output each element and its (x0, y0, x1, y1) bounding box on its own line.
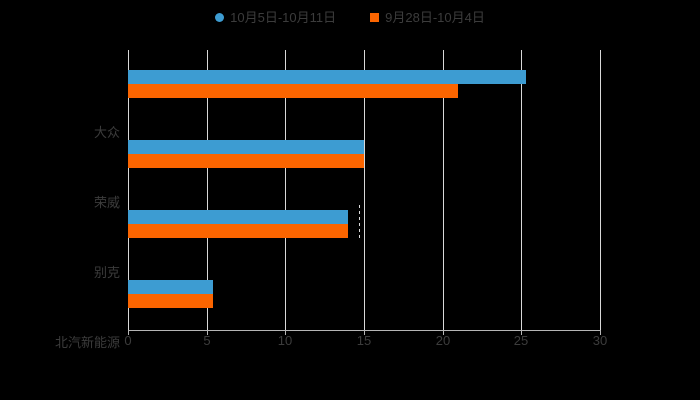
gridline-20 (443, 50, 444, 330)
y-axis-labels: 大众 荣威 别克 北汽新能源 (0, 50, 120, 349)
bar-series-2-cat-3[interactable] (128, 294, 213, 308)
circle-marker-icon (215, 12, 225, 22)
gridline-5 (207, 50, 208, 330)
gridline-30 (600, 50, 601, 330)
legend-item-series-1[interactable]: 10月5日-10月11日 (215, 11, 336, 24)
x-tick-mark-10 (285, 330, 286, 335)
bar-series-2-cat-2[interactable] (128, 224, 349, 238)
bar-series-1-cat-2[interactable] (128, 210, 349, 224)
gridline-15 (364, 50, 365, 330)
bar-series-2-cat-1[interactable] (128, 154, 364, 168)
y-axis-label-3: 北汽新能源 (54, 335, 120, 350)
bar-series-2-cat-0[interactable] (128, 84, 459, 98)
x-tick-mark-30 (600, 330, 601, 335)
x-tick-mark-20 (443, 330, 444, 335)
bar-series-1-cat-3[interactable] (128, 280, 213, 294)
plot-area (128, 50, 601, 330)
gridline-0 (128, 50, 129, 330)
x-axis-label-25: 25 (513, 333, 529, 348)
bar-series-1-cat-1[interactable] (128, 140, 364, 154)
x-axis-label-0: 0 (124, 333, 132, 348)
x-axis-label-5: 5 (203, 333, 211, 348)
legend-item-series-2[interactable]: 9月28日-10月4日 (370, 11, 485, 24)
bar-series-1-cat-0[interactable] (128, 70, 527, 84)
x-tick-mark-25 (521, 330, 522, 335)
y-axis-label-2: 别克 (93, 265, 120, 280)
x-axis-label-10: 10 (277, 333, 293, 348)
legend-label-series-2: 9月28日-10月4日 (385, 9, 485, 25)
y-axis-label-0: 大众 (93, 125, 120, 140)
x-axis-label-15: 15 (356, 333, 372, 348)
legend-label-series-1: 10月5日-10月11日 (230, 9, 337, 25)
gridline-10 (285, 50, 286, 330)
dashed-marker-line (359, 205, 360, 241)
chart-legend: 10月5日-10月11日 9月28日-10月4日 (0, 6, 700, 28)
y-axis-label-1: 荣威 (93, 195, 120, 210)
x-tick-mark-0 (128, 330, 129, 335)
gridline-25 (521, 50, 522, 330)
x-axis-label-30: 30 (592, 333, 608, 348)
square-marker-icon (370, 12, 380, 22)
x-axis-label-20: 20 (435, 333, 451, 348)
x-tick-mark-15 (364, 330, 365, 335)
x-tick-mark-5 (207, 330, 208, 335)
